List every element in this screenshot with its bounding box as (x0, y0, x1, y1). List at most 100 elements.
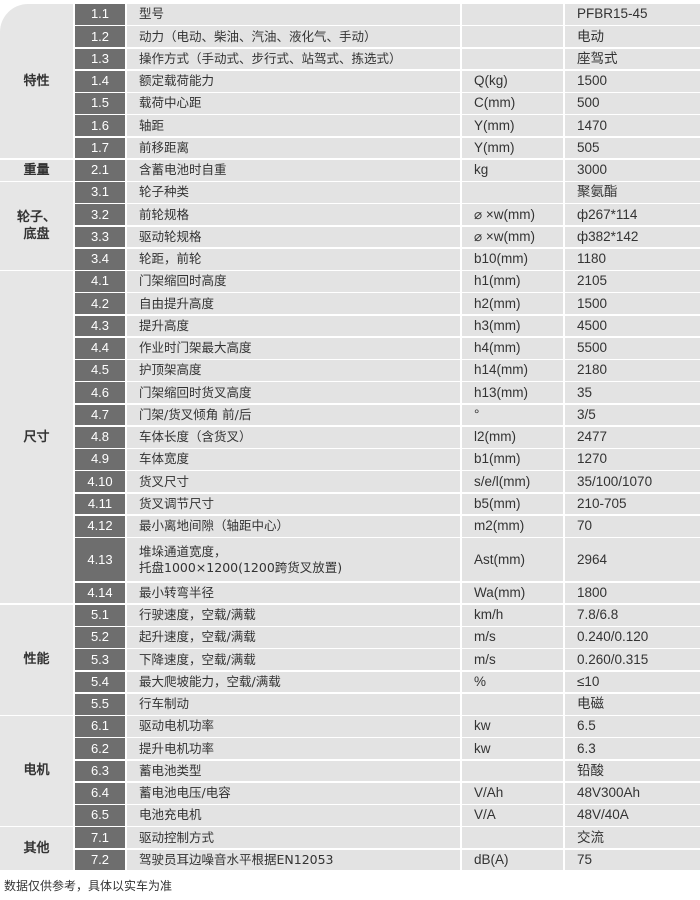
row-value: PFBR15-45 (565, 4, 700, 25)
row-value: 座驾式 (565, 48, 700, 70)
row-value: 210-705 (565, 493, 700, 515)
row-item: 堆垛通道宽度， 托盘1000×1200(1200跨货叉放置) (127, 538, 460, 581)
row-unit: km/h (462, 604, 563, 626)
row-item: 行驶速度，空载/满载 (127, 604, 460, 626)
row-unit: kg (462, 159, 563, 181)
row-value: 2105 (565, 271, 700, 292)
row-number: 4.12 (75, 515, 125, 537)
row-number: 7.1 (75, 827, 125, 848)
row-value: 电动 (565, 26, 700, 47)
row-number: 1.4 (75, 70, 125, 92)
row-unit (462, 182, 563, 203)
category-label: 特性 (0, 4, 73, 159)
row-unit: l2(mm) (462, 426, 563, 448)
row-number: 3.3 (75, 226, 125, 248)
row-number: 6.5 (75, 805, 125, 826)
row-unit: ⌀ ×w(mm) (462, 204, 563, 225)
row-item: 轮子种类 (127, 182, 460, 203)
row-unit (462, 26, 563, 47)
row-item: 轴距 (127, 115, 460, 136)
footnote: 数据仅供参考，具体以实车为准 (4, 879, 173, 893)
row-item: 操作方式（手动式、步行式、站驾式、拣选式） (127, 48, 460, 70)
row-number: 4.5 (75, 360, 125, 381)
row-unit: m/s (462, 627, 563, 648)
row-value: 1500 (565, 293, 700, 314)
row-unit: h13(mm) (462, 382, 563, 403)
row-value: 3000 (565, 159, 700, 181)
row-number: 1.7 (75, 137, 125, 159)
row-value: 48V/40A (565, 805, 700, 826)
row-value: 2477 (565, 426, 700, 448)
row-value: ф267*114 (565, 204, 700, 225)
row-value: 6.3 (565, 738, 700, 759)
row-item: 门架缩回时高度 (127, 271, 460, 292)
row-number: 4.6 (75, 382, 125, 403)
row-number: 1.3 (75, 48, 125, 70)
row-number: 6.3 (75, 760, 125, 782)
row-value: 7.8/6.8 (565, 604, 700, 626)
row-item: 型号 (127, 4, 460, 25)
row-unit: h14(mm) (462, 360, 563, 381)
row-item: 起升速度，空载/满载 (127, 627, 460, 648)
row-unit: ⌀ ×w(mm) (462, 226, 563, 248)
row-value: 1270 (565, 449, 700, 470)
row-unit (462, 4, 563, 25)
row-unit: b1(mm) (462, 449, 563, 470)
row-unit (462, 827, 563, 848)
row-item: 提升高度 (127, 315, 460, 337)
row-value: 70 (565, 515, 700, 537)
row-unit: Y(mm) (462, 137, 563, 159)
row-number: 4.10 (75, 471, 125, 492)
row-item: 车体宽度 (127, 449, 460, 470)
row-item: 含蓄电池时自重 (127, 159, 460, 181)
row-number: 7.2 (75, 849, 125, 871)
row-value: 35/100/1070 (565, 471, 700, 492)
row-number: 4.8 (75, 426, 125, 448)
row-item: 下降速度，空载/满载 (127, 649, 460, 670)
row-number: 1.5 (75, 93, 125, 114)
row-item: 前移距离 (127, 137, 460, 159)
row-number: 2.1 (75, 159, 125, 181)
row-value: 3/5 (565, 404, 700, 426)
row-number: 5.4 (75, 671, 125, 693)
row-unit: h4(mm) (462, 337, 563, 359)
row-number: 4.3 (75, 315, 125, 337)
row-item: 驾驶员耳边噪音水平根据EN12053 (127, 849, 460, 871)
row-item: 货叉尺寸 (127, 471, 460, 492)
row-item: 驱动电机功率 (127, 716, 460, 737)
row-number: 4.11 (75, 493, 125, 515)
row-item: 自由提升高度 (127, 293, 460, 314)
row-unit: ° (462, 404, 563, 426)
row-number: 1.1 (75, 4, 125, 25)
row-value: 2180 (565, 360, 700, 381)
row-number: 3.1 (75, 182, 125, 203)
row-unit: C(mm) (462, 93, 563, 114)
row-item: 门架缩回时货叉高度 (127, 382, 460, 403)
row-item: 载荷中心距 (127, 93, 460, 114)
row-item: 蓄电池电压/电容 (127, 782, 460, 804)
row-value: 交流 (565, 827, 700, 848)
row-value: 1800 (565, 582, 700, 604)
row-number: 5.1 (75, 604, 125, 626)
row-number: 6.4 (75, 782, 125, 804)
row-item: 额定载荷能力 (127, 70, 460, 92)
row-unit: s/e/l(mm) (462, 471, 563, 492)
row-unit: m/s (462, 649, 563, 670)
row-unit: Y(mm) (462, 115, 563, 136)
row-number: 4.2 (75, 293, 125, 314)
row-value: 2964 (565, 538, 700, 581)
row-item: 提升电机功率 (127, 738, 460, 759)
row-value: 0.240/0.120 (565, 627, 700, 648)
row-value: 聚氨酯 (565, 182, 700, 203)
row-item: 作业时门架最大高度 (127, 337, 460, 359)
row-value: 电磁 (565, 693, 700, 715)
row-unit: dB(A) (462, 849, 563, 871)
row-value: ≤10 (565, 671, 700, 693)
row-unit: % (462, 671, 563, 693)
row-number: 6.2 (75, 738, 125, 759)
row-value: 1500 (565, 70, 700, 92)
row-item: 驱动轮规格 (127, 226, 460, 248)
row-item: 动力（电动、柴油、汽油、液化气、手动） (127, 26, 460, 47)
row-item: 门架/货叉倾角 前/后 (127, 404, 460, 426)
row-number: 5.5 (75, 693, 125, 715)
